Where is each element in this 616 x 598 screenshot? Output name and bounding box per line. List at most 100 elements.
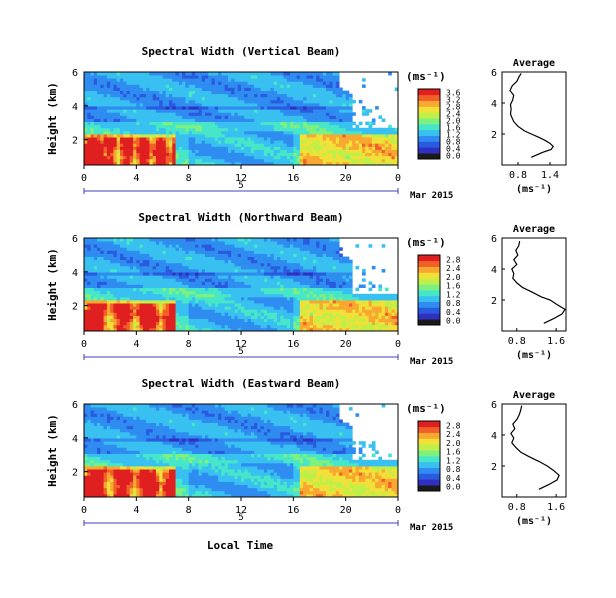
- colorbar-swatch: [418, 461, 440, 468]
- avg-x-tick: 1.6: [547, 336, 565, 347]
- avg-frame: [501, 237, 567, 332]
- colorbar-tick: 0.8: [446, 299, 461, 308]
- colorbar-tick: 2.4: [446, 264, 461, 273]
- x-tick-label: 16: [287, 339, 299, 350]
- x-tick-label: 8: [186, 339, 192, 350]
- x-tick-label: 0: [81, 173, 87, 184]
- x-tick-label: 12: [235, 339, 247, 350]
- colorbar-tick: 0.0: [446, 483, 461, 492]
- colorbar-swatch: [418, 479, 440, 486]
- colorbar-swatch: [418, 301, 440, 308]
- x-tick-label: 16: [287, 505, 299, 516]
- colorbar-unit: (ms⁻¹): [406, 70, 446, 83]
- colorbar-tick: 2.8: [446, 103, 461, 112]
- colorbar-swatch: [418, 89, 440, 96]
- x-tick-label: 4: [133, 173, 139, 184]
- avg-unit: (ms⁻¹): [516, 184, 552, 195]
- avg-title: Average: [513, 390, 555, 401]
- heatmap-cells: [84, 72, 399, 166]
- colorbar-tick: 1.6: [446, 448, 461, 457]
- avg-unit: (ms⁻¹): [516, 516, 552, 527]
- colorbar-tick: 1.2: [446, 456, 461, 465]
- avg-profile-line: [510, 405, 560, 490]
- colorbar-swatch: [418, 153, 440, 160]
- colorbar-tick: 2.0: [446, 439, 461, 448]
- x-tick-label: 12: [235, 173, 247, 184]
- colorbar-swatch: [418, 272, 440, 279]
- colorbar-swatch: [418, 260, 440, 267]
- y-tick-label: 2: [72, 468, 78, 479]
- x-axis-label: Local Time: [207, 539, 274, 552]
- x-tick-label: 4: [133, 339, 139, 350]
- panel-title: Spectral Width (Northward Beam): [138, 211, 343, 224]
- colorbar-tick: 2.8: [446, 255, 461, 264]
- colorbar-unit: (ms⁻¹): [406, 236, 446, 249]
- y-tick-label: 2: [72, 302, 78, 313]
- avg-profile-line: [509, 73, 554, 158]
- colorbar-tick: 0.8: [446, 138, 461, 147]
- colorbar: [417, 420, 441, 492]
- colorbar-swatch: [418, 313, 440, 320]
- colorbar-swatch: [418, 319, 440, 326]
- colorbar-tick: 2.8: [446, 421, 461, 430]
- colorbar-swatch: [418, 141, 440, 148]
- colorbar-swatch: [418, 456, 440, 463]
- avg-title: Average: [513, 58, 555, 69]
- colorbar-swatch: [418, 278, 440, 285]
- colorbar-swatch: [418, 295, 440, 302]
- avg-frame: [501, 71, 567, 166]
- colorbar-tick: 2.4: [446, 430, 461, 439]
- avg-x-tick: 1.6: [547, 502, 565, 513]
- colorbar-swatch: [418, 307, 440, 314]
- y-tick-label: 6: [72, 400, 78, 411]
- colorbar-tick: 1.2: [446, 290, 461, 299]
- x-tick-label: 8: [186, 505, 192, 516]
- colorbar-tick: 3.2: [446, 96, 461, 105]
- colorbar-tick: 0.0: [446, 152, 461, 161]
- colorbar-tick: 2.0: [446, 117, 461, 126]
- avg-frame: [501, 403, 567, 498]
- colorbar-swatch: [418, 426, 440, 433]
- y-tick-label: 4: [72, 102, 78, 113]
- y-axis-label: Height (km): [46, 414, 59, 487]
- colorbar-swatch: [418, 266, 440, 273]
- panel-title: Spectral Width (Eastward Beam): [142, 377, 341, 390]
- colorbar-swatch: [418, 100, 440, 107]
- avg-y-tick: 4: [491, 431, 497, 442]
- avg-unit: (ms⁻¹): [516, 350, 552, 361]
- colorbar-swatch: [418, 473, 440, 480]
- heatmap-cells: [84, 238, 399, 332]
- colorbar-tick: 1.2: [446, 131, 461, 140]
- avg-x-tick: 0.8: [508, 502, 526, 513]
- colorbar-swatch: [418, 106, 440, 113]
- heatmap-cells: [84, 404, 399, 498]
- colorbar: [417, 254, 441, 326]
- colorbar-swatch: [418, 112, 440, 119]
- y-tick-label: 4: [72, 268, 78, 279]
- y-tick-label: 4: [72, 434, 78, 445]
- colorbar-swatch: [418, 467, 440, 474]
- colorbar-tick: 1.6: [446, 282, 461, 291]
- panel-1: Spectral Width (Vertical Beam) Height (km…: [46, 45, 567, 201]
- avg-x-tick: 0.8: [509, 170, 527, 181]
- x-tick-label: 12: [235, 505, 247, 516]
- colorbar-tick: 2.0: [446, 273, 461, 282]
- y-tick-label: 6: [72, 68, 78, 79]
- x-tick-label: 20: [340, 339, 352, 350]
- avg-y-tick: 6: [491, 400, 497, 411]
- avg-y-tick: 4: [491, 265, 497, 276]
- colorbar-swatch: [418, 421, 440, 428]
- x-tick-label: 16: [287, 173, 299, 184]
- x-tick-label: 0: [395, 173, 401, 184]
- x-tick-label: 4: [133, 505, 139, 516]
- colorbar-tick: 3.6: [446, 89, 461, 98]
- x-tick-label: 20: [340, 505, 352, 516]
- avg-title: Average: [513, 224, 555, 235]
- date-label: Mar 2015: [410, 523, 453, 533]
- colorbar-tick: 0.8: [446, 465, 461, 474]
- date-label: Mar 2015: [410, 357, 453, 367]
- colorbar-swatch: [418, 129, 440, 136]
- colorbar-swatch: [418, 135, 440, 142]
- panel-title: Spectral Width (Vertical Beam): [142, 45, 341, 58]
